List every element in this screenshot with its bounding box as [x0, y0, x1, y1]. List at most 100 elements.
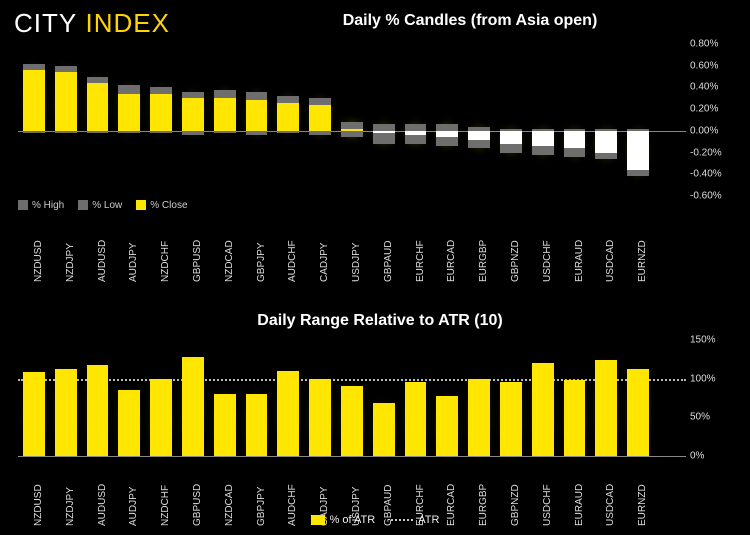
wick-low [436, 137, 458, 146]
atr-bar [182, 357, 204, 456]
wick-low [118, 131, 140, 133]
chart1-xlabel: GBPNZD [510, 240, 521, 282]
close-bar-pos [246, 100, 268, 130]
chart1-xlabel: EURAUD [574, 240, 585, 282]
atr-bar [500, 382, 522, 456]
close-bar-neg [468, 131, 490, 140]
chart1-xlabel: AUDUSD [97, 240, 108, 282]
chart1-bar [400, 44, 432, 196]
chart2-bar [495, 340, 527, 456]
chart1-bar [336, 44, 368, 196]
atr-bar [468, 379, 490, 456]
chart2-bar [559, 340, 591, 456]
wick-low [341, 131, 363, 138]
close-bar-pos [23, 70, 45, 131]
chart1-ytick: -0.60% [690, 191, 736, 202]
atr-bar [23, 372, 45, 456]
chart1-bar [241, 44, 273, 196]
close-bar-neg [500, 131, 522, 144]
chart1-xlabel: USDCHF [542, 240, 553, 282]
wick-low [182, 131, 204, 135]
chart1-bar [82, 44, 114, 196]
chart1-bar [463, 44, 495, 196]
close-bar-neg [405, 131, 427, 135]
wick-low [23, 131, 45, 133]
atr-bar [277, 371, 299, 456]
wick-low [214, 131, 236, 133]
wick-high [246, 92, 268, 101]
chart1-xlabel: EURGBP [478, 240, 489, 282]
wick-high [87, 77, 109, 84]
chart2-bar [431, 340, 463, 456]
chart1-bar [431, 44, 463, 196]
wick-low [150, 131, 172, 133]
chart2-bar [209, 340, 241, 456]
atr-bar [214, 394, 236, 456]
chart2-bar [400, 340, 432, 456]
chart1-bar [368, 44, 400, 196]
chart2-bar [145, 340, 177, 456]
wick-high [150, 87, 172, 94]
brand-logo: CITY INDEX [14, 8, 170, 39]
chart2-bar [368, 340, 400, 456]
close-bar-pos [118, 94, 140, 131]
close-bar-neg [595, 131, 617, 153]
legend-item: % Low [78, 200, 122, 211]
atr-bar [246, 394, 268, 456]
close-bar-pos [182, 98, 204, 131]
atr-bar [532, 363, 554, 456]
chart2-ytick: 100% [690, 373, 736, 384]
close-bar-pos [277, 103, 299, 131]
atr-bar [118, 390, 140, 456]
chart1-ytick: 0.00% [690, 125, 736, 136]
chart1-ytick: -0.40% [690, 169, 736, 180]
wick-high [405, 124, 427, 131]
chart1-xlabel: NZDUSD [33, 240, 44, 282]
close-bar-pos [214, 98, 236, 131]
atr-bar [87, 365, 109, 456]
chart2-bar [304, 340, 336, 456]
chart2-bar [177, 340, 209, 456]
chart1-bar [177, 44, 209, 196]
chart1-bar [18, 44, 50, 196]
wick-high [277, 96, 299, 103]
wick-low [277, 131, 299, 133]
chart1-ytick: -0.20% [690, 147, 736, 158]
legend-item: % Close [136, 200, 187, 211]
chart1-bar [590, 44, 622, 196]
chart2-bar [527, 340, 559, 456]
atr-bar [373, 403, 395, 456]
close-bar-pos [309, 105, 331, 131]
wick-low [246, 131, 268, 135]
close-bar-neg [627, 131, 649, 170]
chart1-title: Daily % Candles (from Asia open) [220, 12, 720, 30]
chart1-bar [622, 44, 654, 196]
close-bar-pos [87, 83, 109, 131]
chart1-ytick: 0.60% [690, 60, 736, 71]
chart1-bar [272, 44, 304, 196]
wick-high [309, 98, 331, 105]
chart2-bar [113, 340, 145, 456]
chart2-bar [622, 340, 654, 456]
chart2-plot: 0%50%100%150% [18, 340, 686, 456]
chart1-bar [50, 44, 82, 196]
chart1-xlabel: AUDCHF [287, 240, 298, 282]
chart2-bar [272, 340, 304, 456]
chart1-bar [304, 44, 336, 196]
wick-low [405, 135, 427, 144]
atr-bar [55, 369, 77, 456]
wick-high [436, 124, 458, 131]
chart1-bar [145, 44, 177, 196]
wick-low [55, 131, 77, 133]
wick-high [23, 64, 45, 71]
chart1-xlabel: NZDCHF [160, 241, 171, 282]
chart1-bar [113, 44, 145, 196]
legend2-line: ATR [375, 514, 439, 526]
atr-bar [309, 379, 331, 456]
wick-high [341, 122, 363, 129]
chart2-ytick: 0% [690, 451, 736, 462]
close-bar-neg [564, 131, 586, 148]
logo-part2: INDEX [85, 8, 169, 38]
chart1-legend: % High% Low% Close [18, 200, 188, 211]
close-bar-neg [532, 131, 554, 146]
